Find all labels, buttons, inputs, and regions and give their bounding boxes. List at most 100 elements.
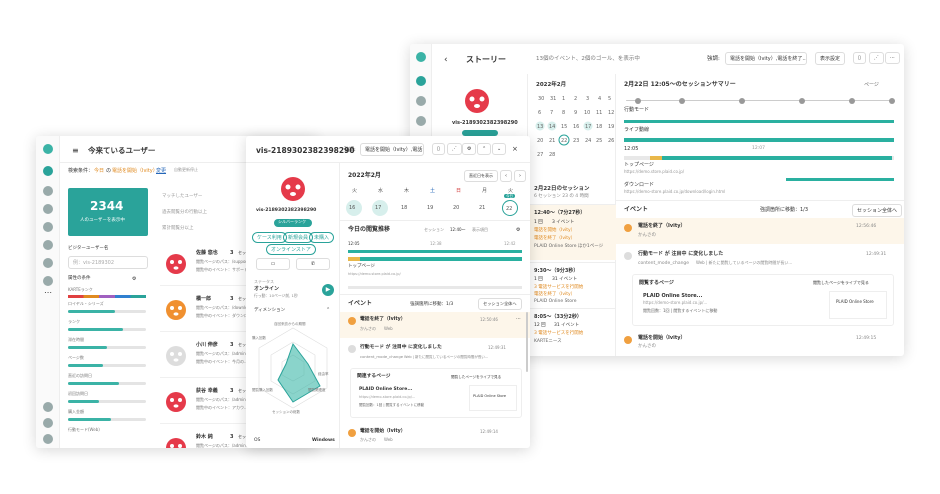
- session-count: 1 回: [534, 220, 543, 225]
- event-name: 行動モード が 注目中 に変化しました: [360, 345, 442, 350]
- event-meta: Web: [384, 326, 393, 331]
- related-live-button[interactable]: 閲覧したページをライブで見る: [451, 375, 502, 379]
- story-calendar-panel: 2022年2月 30 31 1 2 3 4 5 6 7 8 9 10 11 12 13 14 15 16 17 1…: [528, 74, 616, 356]
- session-card-2[interactable]: 9:30〜（9分3秒） 1 回 31 イベント 3 電話サービスを行開始 電話を…: [528, 262, 616, 306]
- chart-icon[interactable]: [43, 222, 53, 232]
- calendar-day[interactable]: 22 今日: [502, 194, 518, 216]
- mini-calendar[interactable]: 30 31 1 2 3 4 5 6 7 8 9 10 11 12 13 14 15 16 17 18 19 20 21…: [532, 92, 616, 172]
- more-icon[interactable]: ⋯: [44, 288, 52, 297]
- calendar-day[interactable]: 17: [372, 200, 388, 216]
- people-icon[interactable]: [416, 96, 426, 106]
- event-item-1[interactable]: 電話を終了（Ivity） かんさの Web 12:50:46 ⋯: [340, 312, 530, 338]
- line-bar: [624, 138, 894, 142]
- filter-note: 自動更新停止: [174, 167, 198, 172]
- events-all-button[interactable]: セッション全体へ: [478, 298, 522, 310]
- status-value: オンライン: [254, 286, 280, 292]
- close-icon[interactable]: ×: [512, 145, 518, 153]
- tag-online-store[interactable]: オンラインストア: [266, 244, 316, 255]
- session-page: PLAID Online Store: [534, 299, 577, 304]
- filter-select[interactable]: 電話を開始（Ivity）,電話…: [360, 143, 424, 156]
- prev-month-icon[interactable]: ‹: [500, 170, 512, 182]
- mode-icon: [624, 252, 632, 260]
- play-button[interactable]: ▶: [322, 284, 334, 296]
- filter-goal: 電話を開始（Ivity）: [112, 168, 158, 174]
- search-input[interactable]: 例：vis-2189302: [68, 256, 148, 269]
- story-summary: 13個のイベント、2個のゴール、を表示中: [536, 56, 640, 62]
- event-item-1[interactable]: 電話を終了（Ivity） かんさの 12:56:46: [616, 218, 904, 244]
- trend-settings-icon[interactable]: ⚙: [516, 227, 521, 233]
- menu-icon[interactable]: ≡: [72, 146, 79, 155]
- chevron-up-icon[interactable]: ⌃: [477, 143, 492, 155]
- attr-info-icon[interactable]: ⚙: [132, 276, 137, 282]
- event-item-2[interactable]: 行動モード が 注目中 に変化しました content_mode_change …: [616, 246, 904, 272]
- rank-badge: [462, 130, 498, 136]
- event-item-3[interactable]: 電話を開始（Ivity） かんさの Web 12:49:14: [340, 424, 530, 448]
- calendar-day[interactable]: 19: [424, 200, 440, 216]
- rank-label: シルバーランク: [278, 219, 306, 224]
- settings-icon[interactable]: [43, 418, 53, 428]
- user-row[interactable]: 佐藤 悠也 3 セッション 閲覧ページのパス：/support... 閲覧中のイ…: [160, 244, 310, 286]
- user-icon[interactable]: [43, 166, 53, 176]
- account-icon[interactable]: [43, 434, 53, 444]
- user-desc-2: 閲覧中のイベント：サポート...: [196, 267, 252, 272]
- session-count: 1 回: [534, 277, 543, 282]
- back-arrow-icon[interactable]: ‹: [444, 55, 448, 65]
- tag-unpurchased[interactable]: 未購入: [309, 232, 335, 243]
- related-card-title[interactable]: PLAID Online Store...: [359, 387, 413, 392]
- dimension-toggle-icon[interactable]: ⌃: [326, 307, 331, 313]
- phone-button[interactable]: ✆: [296, 258, 330, 270]
- calendar-day[interactable]: 18: [398, 200, 414, 216]
- svg-text:5: 5: [608, 96, 611, 102]
- bookmark-icon[interactable]: ▯: [853, 52, 866, 64]
- attr-pages: ページ数: [68, 355, 84, 360]
- share-icon[interactable]: ⋰: [869, 52, 884, 64]
- people-icon[interactable]: [43, 258, 53, 268]
- chat-button[interactable]: ▭: [256, 258, 290, 270]
- user-session-count: 3: [230, 388, 234, 394]
- chevron-down-icon[interactable]: ⌄: [492, 143, 507, 155]
- event-item-2[interactable]: 行動モード が 注目中 に変化しました content_mode_change …: [340, 340, 530, 366]
- event-more-icon[interactable]: ⋯: [516, 316, 521, 322]
- view-settings-button[interactable]: 表示設定: [815, 52, 846, 65]
- calendar-week[interactable]: 16 17 18 19 20 21 22 今日: [346, 194, 526, 218]
- svg-text:22: 22: [561, 138, 567, 144]
- top-label: トップページ: [348, 264, 375, 269]
- fire-icon[interactable]: [43, 240, 53, 250]
- tag-case[interactable]: ケース利用: [252, 232, 287, 243]
- people-icon[interactable]: [43, 186, 53, 196]
- next-month-icon[interactable]: ›: [514, 170, 526, 182]
- settings-icon[interactable]: ⚙: [462, 143, 477, 155]
- user-row[interactable]: 橋一郎 3 セッション 閲覧ページのパス：/downlo... 閲覧中のイベント…: [160, 290, 310, 332]
- events-scrollbar[interactable]: [526, 312, 528, 372]
- help-icon[interactable]: [43, 402, 53, 412]
- share-icon[interactable]: ⋰: [447, 143, 462, 155]
- event-time: 12:49:31: [488, 345, 506, 350]
- related-live-button[interactable]: 閲覧したページをライブで見る: [813, 280, 869, 285]
- events-all-button[interactable]: セッション全体へ: [852, 204, 903, 217]
- filter-select[interactable]: 電話を開始（Ivity）,電話を終了…: [725, 52, 807, 65]
- clock-icon[interactable]: [43, 204, 53, 214]
- user-desc-2: 閲覧中のイベント：ダウンロ...: [196, 313, 252, 318]
- flag-icon[interactable]: [43, 276, 53, 286]
- session-card-3[interactable]: 8:05〜（33分2秒） 12 回 31 イベント 3 電話サービスを行開始 K…: [528, 308, 616, 352]
- related-pages: 関連するページ 閲覧したページをライブで見る PLAID Online Stor…: [350, 368, 522, 418]
- show-recent-button[interactable]: 直近日を表示: [464, 170, 498, 182]
- user-icon[interactable]: [416, 76, 426, 86]
- bookmark-icon[interactable]: ▯: [432, 143, 445, 155]
- clock-icon[interactable]: [416, 116, 426, 126]
- related-card-title[interactable]: PLAID Online Store...: [643, 293, 703, 299]
- calendar-day[interactable]: 16: [346, 200, 362, 216]
- event-item-3[interactable]: 電話を開始（Ivity） かんさの 12:49:15: [616, 330, 904, 354]
- calendar-day[interactable]: 20: [450, 200, 466, 216]
- event-sub: かんさの: [360, 437, 376, 442]
- session-time[interactable]: 12:40〜: [450, 227, 466, 232]
- user-avatar: [460, 84, 494, 118]
- svg-text:20: 20: [537, 138, 543, 144]
- summary-page-select[interactable]: ページ: [864, 82, 879, 88]
- filter-label: 強調:: [707, 56, 720, 62]
- calendar-day[interactable]: 21: [476, 200, 492, 216]
- session-card-1[interactable]: 12:40〜（7分27秒） 1 回 3 イベント 電話を開始（Ivity） 電話…: [528, 204, 616, 260]
- filter-change-link[interactable]: 変更: [156, 168, 167, 174]
- more-icon[interactable]: ⋯: [885, 52, 900, 64]
- user-row[interactable]: 荻谷 幸義 3 セッション 閲覧ページのパス：/admin... 閲覧中のイベン…: [160, 382, 310, 424]
